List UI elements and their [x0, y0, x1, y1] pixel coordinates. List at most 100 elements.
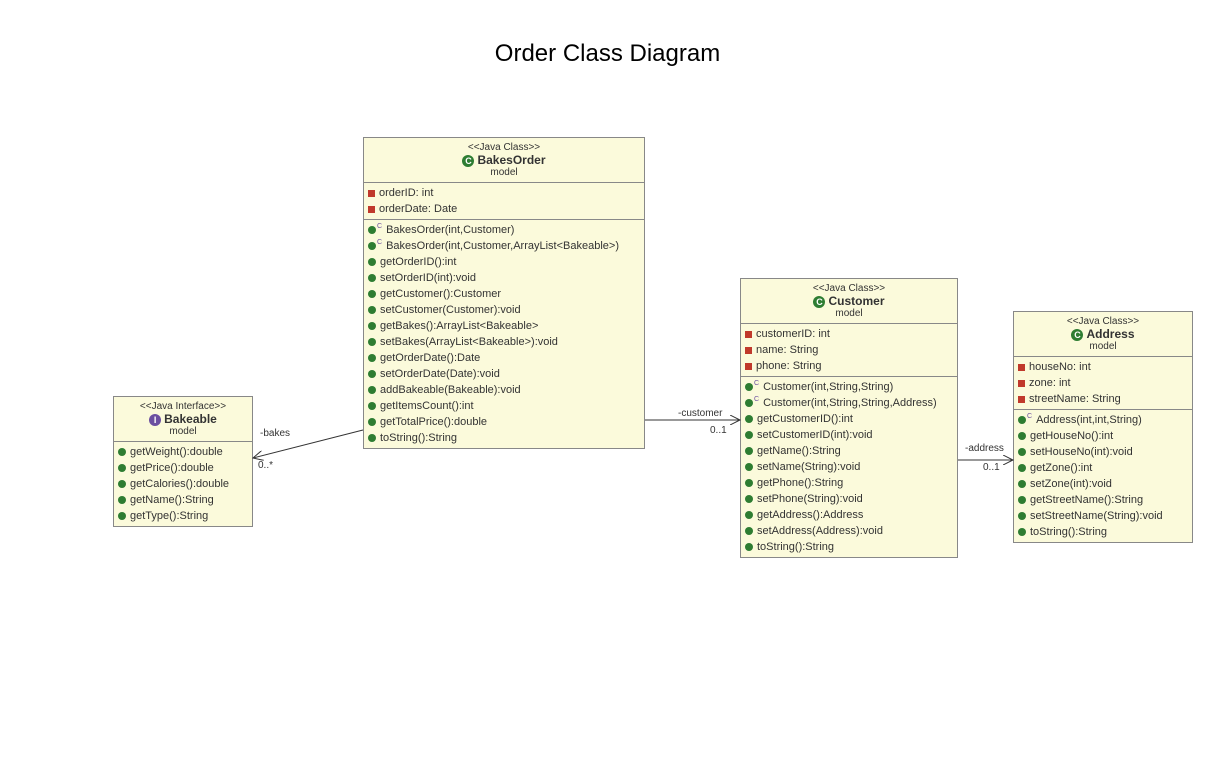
- member-text: getOrderID():int: [380, 254, 456, 270]
- method-icon: [368, 434, 376, 442]
- member-text: streetName: String: [1029, 391, 1121, 407]
- member-text: zone: int: [1029, 375, 1071, 391]
- method-icon: [745, 511, 753, 519]
- method-icon: [1018, 528, 1026, 536]
- method-row: getName():String: [118, 492, 248, 508]
- method-icon: [745, 431, 753, 439]
- method-icon: [368, 338, 376, 346]
- methods-section: CCustomer(int,String,String)CCustomer(in…: [741, 376, 957, 557]
- member-text: BakesOrder(int,Customer): [386, 222, 514, 238]
- method-row: getPrice():double: [118, 460, 248, 476]
- method-icon: [118, 480, 126, 488]
- attr-row: phone: String: [745, 358, 953, 374]
- method-row: toString():String: [1018, 524, 1188, 540]
- method-icon: [118, 464, 126, 472]
- attr-row: name: String: [745, 342, 953, 358]
- method-icon: [1018, 496, 1026, 504]
- method-row: getAddress():Address: [745, 507, 953, 523]
- method-icon: [1018, 432, 1026, 440]
- member-text: getCalories():double: [130, 476, 229, 492]
- package-name: model: [747, 308, 951, 319]
- attribute-icon: [1018, 364, 1025, 371]
- stereotype: <<Java Interface>>: [120, 401, 246, 412]
- method-row: getBakes():ArrayList<Bakeable>: [368, 318, 640, 334]
- attributes-section: houseNo: intzone: intstreetName: String: [1014, 357, 1192, 409]
- method-icon: [368, 290, 376, 298]
- member-text: getCustomerID():int: [757, 411, 853, 427]
- method-icon: [368, 370, 376, 378]
- class-name-text: Address: [1086, 327, 1134, 341]
- method-icon: [1018, 464, 1026, 472]
- method-icon: [745, 543, 753, 551]
- class-box-bakeable: <<Java Interface>> IBakeable model getWe…: [113, 396, 253, 527]
- member-text: getName():String: [130, 492, 214, 508]
- method-row: getCustomer():Customer: [368, 286, 640, 302]
- class-name: IBakeable: [120, 412, 246, 426]
- attribute-icon: [1018, 380, 1025, 387]
- method-icon: [1018, 448, 1026, 456]
- class-header: <<Java Interface>> IBakeable model: [114, 397, 252, 442]
- method-row: getZone():int: [1018, 460, 1188, 476]
- method-row: setBakes(ArrayList<Bakeable>):void: [368, 334, 640, 350]
- method-icon: [745, 495, 753, 503]
- method-icon: [368, 418, 376, 426]
- package-name: model: [1020, 341, 1186, 352]
- ctor-row: CBakesOrder(int,Customer,ArrayList<Bakea…: [368, 238, 640, 254]
- attributes-section: orderID: intorderDate: Date: [364, 183, 644, 219]
- method-icon: [368, 386, 376, 394]
- member-text: setAddress(Address):void: [757, 523, 883, 539]
- member-text: setPhone(String):void: [757, 491, 863, 507]
- member-text: getPhone():String: [757, 475, 843, 491]
- method-icon: [368, 306, 376, 314]
- methods-section: CAddress(int,int,String)getHouseNo():int…: [1014, 409, 1192, 542]
- method-row: setAddress(Address):void: [745, 523, 953, 539]
- class-icon: C: [462, 155, 474, 167]
- member-text: toString():String: [380, 430, 457, 446]
- ctor-row: CCustomer(int,String,String): [745, 379, 953, 395]
- member-text: getPrice():double: [130, 460, 214, 476]
- class-header: <<Java Class>> CCustomer model: [741, 279, 957, 324]
- class-box-bakesorder: <<Java Class>> CBakesOrder model orderID…: [363, 137, 645, 449]
- member-text: toString():String: [1030, 524, 1107, 540]
- method-icon: [745, 415, 753, 423]
- attr-row: zone: int: [1018, 375, 1188, 391]
- member-text: setCustomer(Customer):void: [380, 302, 521, 318]
- member-text: getZone():int: [1030, 460, 1092, 476]
- method-row: setOrderID(int):void: [368, 270, 640, 286]
- method-icon: [745, 527, 753, 535]
- member-text: getOrderDate():Date: [380, 350, 480, 366]
- member-text: houseNo: int: [1029, 359, 1091, 375]
- member-text: setCustomerID(int):void: [757, 427, 873, 443]
- method-row: getName():String: [745, 443, 953, 459]
- method-icon: [368, 274, 376, 282]
- diagram-title: Order Class Diagram: [0, 40, 1215, 68]
- class-header: <<Java Class>> CAddress model: [1014, 312, 1192, 357]
- method-row: getStreetName():String: [1018, 492, 1188, 508]
- attribute-icon: [368, 206, 375, 213]
- class-name-text: Bakeable: [164, 412, 217, 426]
- method-row: setPhone(String):void: [745, 491, 953, 507]
- attribute-icon: [1018, 396, 1025, 403]
- member-text: getTotalPrice():double: [380, 414, 487, 430]
- member-text: getWeight():double: [130, 444, 223, 460]
- class-name: CAddress: [1020, 327, 1186, 341]
- attr-row: orderDate: Date: [368, 201, 640, 217]
- package-name: model: [370, 167, 638, 178]
- method-row: setOrderDate(Date):void: [368, 366, 640, 382]
- method-row: toString():String: [368, 430, 640, 446]
- member-text: setHouseNo(int):void: [1030, 444, 1133, 460]
- edge-multiplicity-label: 0..*: [258, 460, 273, 471]
- class-name: CBakesOrder: [370, 153, 638, 167]
- member-text: customerID: int: [756, 326, 830, 342]
- member-text: getHouseNo():int: [1030, 428, 1113, 444]
- constructor-icon: [1018, 416, 1026, 424]
- attr-row: orderID: int: [368, 185, 640, 201]
- method-icon: [368, 402, 376, 410]
- edge-multiplicity-label: 0..1: [983, 462, 1000, 473]
- member-text: getAddress():Address: [757, 507, 863, 523]
- stereotype: <<Java Class>>: [747, 283, 951, 294]
- attr-row: streetName: String: [1018, 391, 1188, 407]
- constructor-icon: [745, 399, 753, 407]
- constructor-icon: [368, 226, 376, 234]
- method-icon: [368, 322, 376, 330]
